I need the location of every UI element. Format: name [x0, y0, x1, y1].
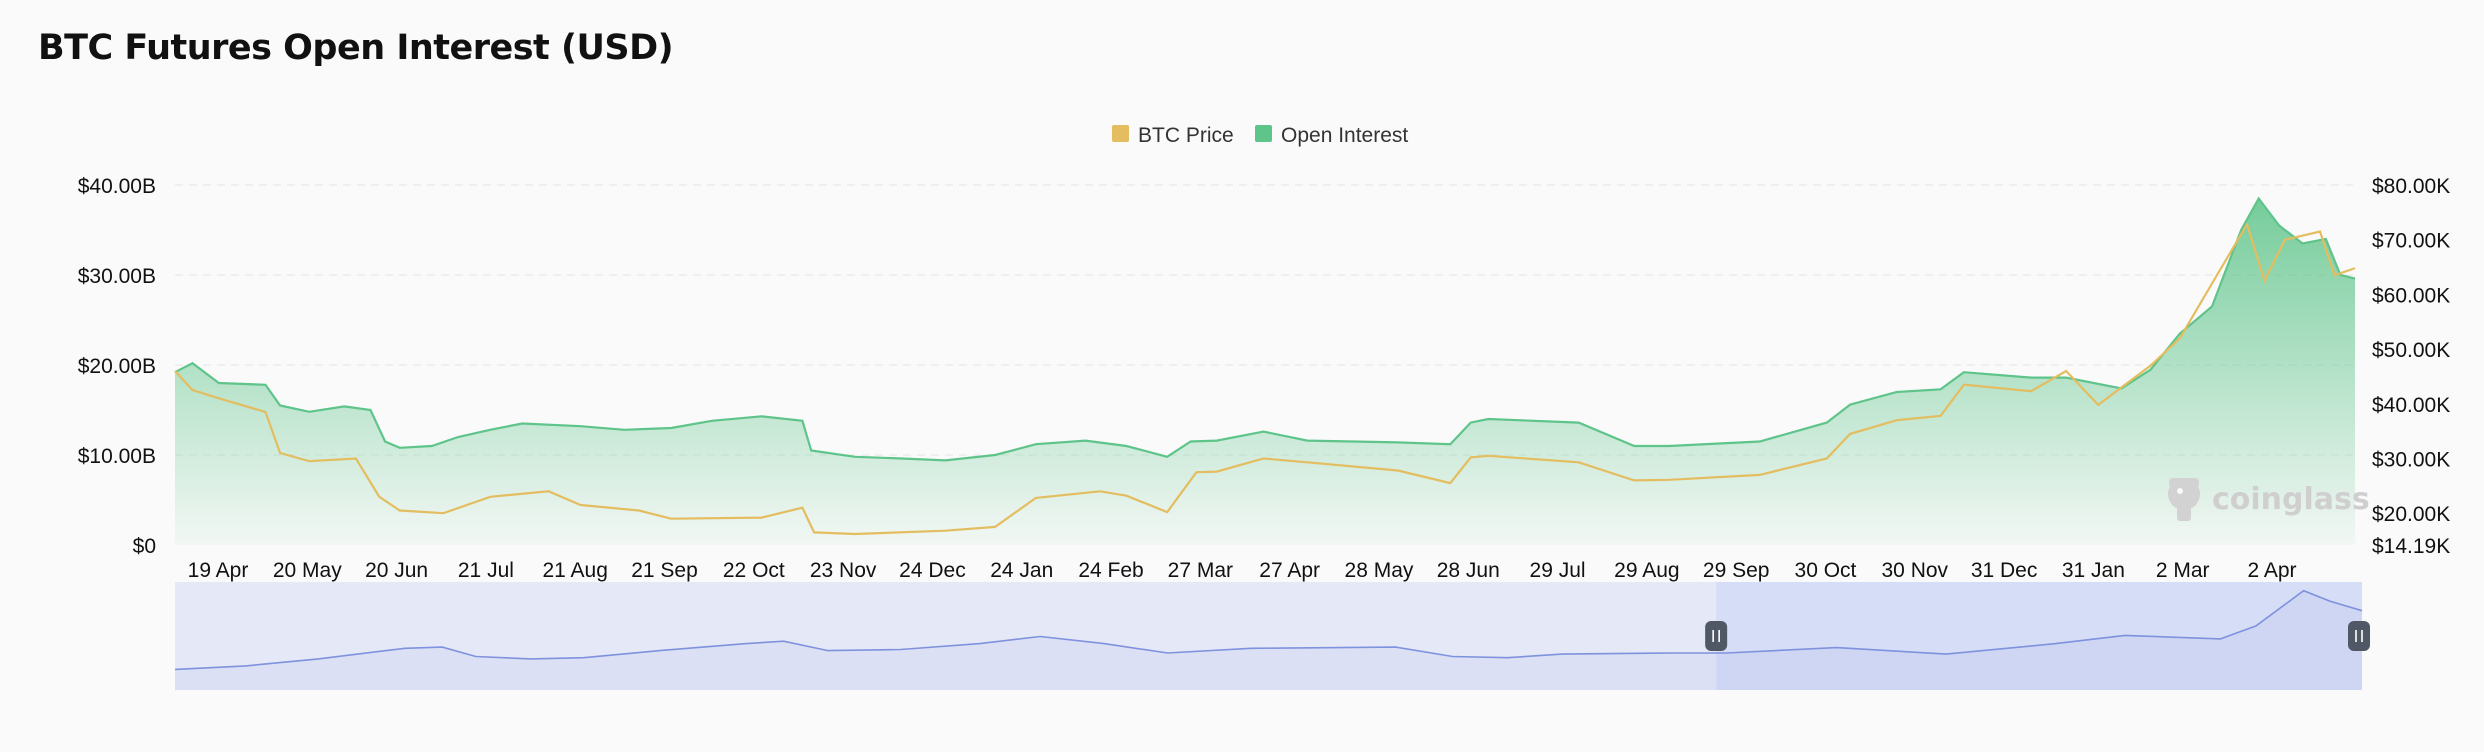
- page-title: BTC Futures Open Interest (USD): [38, 28, 674, 68]
- x-tick-label: 31 Jan: [2062, 559, 2125, 582]
- x-axis: 19 Apr 20 May 20 Jun 21 Jul 21 Aug 21 Sep 22 O…: [188, 559, 2297, 582]
- legend-label-open-interest: Open Interest: [1281, 124, 1408, 147]
- x-tick-label: 30 Nov: [1882, 559, 1949, 582]
- legend-item-btc-price[interactable]: BTC Price: [1112, 124, 1234, 147]
- x-tick-label: 24 Feb: [1078, 559, 1143, 582]
- y-left-tick-label: $20.00B: [78, 355, 156, 378]
- x-tick-label: 19 Apr: [188, 559, 249, 582]
- x-tick-label: 23 Nov: [810, 559, 877, 582]
- y-right-tick-label: $70.00K: [2372, 230, 2450, 253]
- x-tick-label: 21 Jul: [458, 559, 514, 582]
- y-axis-right: $14.19K $20.00K $30.00K $40.00K $50.00K $60.0…: [2372, 175, 2450, 558]
- y-right-tick-label: $14.19K: [2372, 535, 2450, 558]
- navigator-selected-range[interactable]: [1716, 582, 2362, 690]
- legend-swatch-open-interest: [1255, 125, 1272, 142]
- navigator-handle-left[interactable]: [1705, 621, 1728, 651]
- legend-swatch-btc-price: [1112, 125, 1129, 142]
- handle-grip-icon: [1705, 621, 1728, 651]
- x-tick-label: 31 Dec: [1971, 559, 2038, 582]
- x-tick-label: 29 Sep: [1703, 559, 1770, 582]
- y-right-tick-label: $50.00K: [2372, 339, 2450, 362]
- x-tick-label: 28 Jun: [1437, 559, 1500, 582]
- watermark: coinglass: [2168, 478, 2370, 521]
- y-right-tick-label: $20.00K: [2372, 503, 2450, 526]
- x-tick-label: 21 Aug: [543, 559, 608, 582]
- open-interest-area: [175, 198, 2355, 545]
- navigator-area: [175, 590, 2362, 690]
- x-tick-label: 30 Oct: [1795, 559, 1857, 582]
- y-right-tick-label: $30.00K: [2372, 449, 2450, 472]
- x-tick-label: 2 Mar: [2156, 559, 2210, 582]
- y-left-tick-label: $10.00B: [78, 445, 156, 468]
- navigator-handle-right[interactable]: [2348, 621, 2370, 651]
- handle-grip-icon: [2348, 621, 2370, 651]
- y-left-tick-label: $40.00B: [78, 175, 156, 198]
- x-tick-label: 21 Sep: [631, 559, 698, 582]
- open-interest-line: [174, 196, 2356, 462]
- btc-price-line: [174, 221, 2356, 536]
- x-tick-label: 27 Mar: [1168, 559, 1233, 582]
- y-right-tick-label: $80.00K: [2372, 175, 2450, 198]
- x-tick-label: 22 Oct: [723, 559, 785, 582]
- y-axis-left: $0 $10.00B $20.00B $30.00B $40.00B: [78, 175, 156, 558]
- legend-label-btc-price: BTC Price: [1138, 124, 1234, 147]
- coinglass-logo-icon: [2168, 478, 2200, 521]
- legend: BTC Price Open Interest: [1112, 124, 1408, 147]
- y-right-tick-label: $40.00K: [2372, 394, 2450, 417]
- x-tick-label: 27 Apr: [1259, 559, 1320, 582]
- x-tick-label: 24 Dec: [899, 559, 966, 582]
- watermark-text: coinglass: [2212, 482, 2370, 517]
- navigator-line: [174, 589, 2363, 671]
- y-right-tick-label: $60.00K: [2372, 284, 2450, 307]
- x-tick-label: 29 Aug: [1614, 559, 1679, 582]
- x-tick-label: 20 May: [273, 559, 342, 582]
- x-tick-label: 29 Jul: [1530, 559, 1586, 582]
- x-tick-label: 28 May: [1345, 559, 1414, 582]
- x-tick-label: 2 Apr: [2247, 559, 2296, 582]
- range-navigator[interactable]: [174, 582, 2370, 690]
- y-left-tick-label: $30.00B: [78, 265, 156, 288]
- y-left-tick-label: $0: [133, 535, 156, 558]
- x-tick-label: 24 Jan: [990, 559, 1053, 582]
- x-tick-label: 20 Jun: [365, 559, 428, 582]
- legend-item-open-interest[interactable]: Open Interest: [1255, 124, 1408, 147]
